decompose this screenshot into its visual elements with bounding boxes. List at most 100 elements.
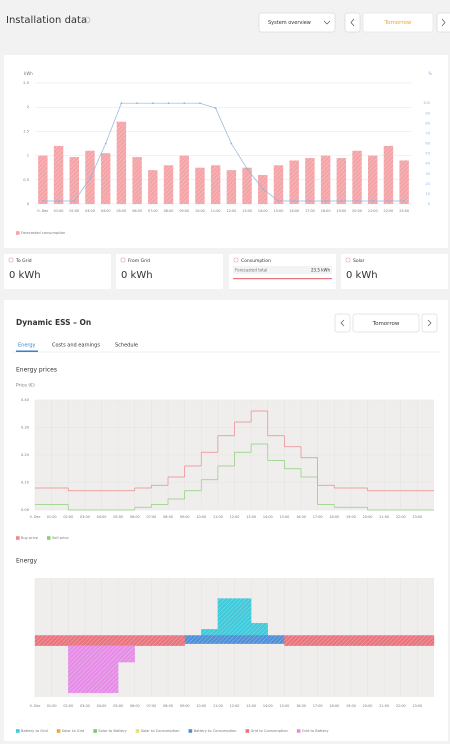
legend-label: Solar to Consumption (141, 729, 180, 733)
bar-hatch (267, 635, 285, 644)
bar-hatch (350, 635, 368, 646)
bar-hatch (210, 165, 221, 204)
bar-hatch (168, 635, 185, 646)
x-tick-label: 10:00 (196, 515, 206, 519)
x-tick-label: 05:00 (117, 209, 127, 213)
view-select-label: System overview (268, 20, 311, 26)
bar-hatch (226, 170, 237, 204)
x-tick-label: 09:00 (179, 209, 189, 213)
next-icon (427, 319, 432, 327)
x-tick-label: 08:00 (163, 515, 173, 519)
legend-swatch (56, 729, 61, 733)
x-tick-label: 20:00 (363, 515, 373, 519)
info-icon[interactable] (83, 16, 91, 24)
prev-button[interactable] (344, 12, 361, 33)
bar-hatch (367, 635, 385, 646)
point (261, 187, 264, 190)
point (104, 142, 107, 145)
bar-hatch (100, 153, 111, 204)
x-tick-label: 10:00 (196, 704, 206, 708)
legend-swatch (135, 729, 140, 733)
x-tick-label: 09:00 (180, 515, 190, 519)
point (183, 102, 186, 105)
bar-hatch (399, 160, 409, 204)
bar-hatch (234, 635, 252, 644)
tab[interactable]: Schedule (115, 343, 138, 349)
x-tick-label: 17:00 (313, 515, 323, 519)
y2-tick-label: 30 (425, 172, 430, 176)
ess-next[interactable] (421, 313, 438, 333)
axis-title: Price (€) (16, 383, 35, 389)
x-tick-label: 19:00 (346, 515, 356, 519)
x-tick-label: 07:00 (148, 209, 158, 213)
point (73, 200, 76, 202)
view-select[interactable] (258, 12, 336, 33)
x-tick-label: 12:00 (230, 515, 240, 519)
x-tick-label: 17:00 (305, 209, 315, 213)
card-icon (8, 257, 14, 263)
legend-swatch (46, 536, 51, 540)
card-title: Consumption (241, 258, 271, 264)
bar-hatch (352, 150, 362, 204)
x-tick-label: 14:00 (258, 209, 268, 213)
ess-day-button[interactable] (352, 313, 420, 333)
x-tick-label: 06:00 (130, 515, 140, 519)
x-tick-label: 02:00 (63, 704, 73, 708)
tab[interactable]: Costs and earnings (52, 343, 100, 349)
next-button[interactable] (436, 12, 450, 33)
ess-day-label: Tomorrow (372, 321, 400, 327)
x-tick-label: 11:00 (213, 704, 223, 708)
x-tick-label: 01:00 (54, 209, 64, 213)
card-note-value: 23.5 kWh (311, 268, 330, 273)
card-value: 0 kWh (9, 270, 41, 281)
y-tick-label: 2.5 (23, 81, 29, 85)
bar-hatch (284, 635, 301, 646)
day-button[interactable] (362, 12, 434, 33)
section-title: Energy (16, 558, 37, 565)
bar-hatch (201, 629, 218, 636)
bar-hatch (305, 158, 315, 204)
point (41, 200, 44, 202)
x-tick-label: 12:00 (230, 704, 240, 708)
point (403, 200, 406, 202)
bar-hatch (400, 635, 418, 646)
bar-hatch (101, 635, 119, 646)
y-tick-label: 0.10 (21, 481, 30, 485)
ess-prev[interactable] (334, 313, 351, 333)
point (293, 200, 296, 202)
bar-hatch (251, 623, 268, 636)
legend-label: Buy price (21, 536, 39, 540)
point (136, 102, 139, 105)
legend-label: Battery to Grid (21, 729, 48, 733)
point (199, 102, 201, 105)
x-tick-label: 05:00 (113, 704, 123, 708)
x-tick-label: 20:00 (363, 704, 373, 708)
x-tick-label: 03:00 (85, 209, 95, 213)
x-tick-label: 22:00 (384, 209, 394, 213)
point (387, 200, 390, 202)
y2-tick-label: 10 (425, 192, 430, 196)
x-tick-label: 0. Dec (30, 704, 41, 708)
x-tick-label: 18:00 (329, 704, 339, 708)
legend-swatch (245, 729, 250, 733)
solar-line (42, 102, 405, 202)
stat-card (341, 254, 448, 289)
tab-underline (16, 350, 38, 352)
bar-hatch (384, 635, 401, 646)
x-tick-label: 21:00 (379, 515, 389, 519)
x-tick-label: 08:00 (164, 209, 174, 213)
point (308, 200, 311, 202)
tab[interactable]: Energy (18, 343, 36, 349)
x-tick-label: 15:00 (279, 704, 289, 708)
ess-title: Dynamic ESS – On (16, 318, 91, 327)
x-tick-label: 17:00 (313, 704, 323, 708)
x-tick-label: 18:00 (321, 209, 331, 213)
legend-swatch (296, 729, 301, 733)
x-tick-label: 11:00 (213, 515, 223, 519)
x-tick-label: 02:00 (63, 515, 73, 519)
progress (233, 278, 332, 280)
x-tick-label: 02:00 (69, 209, 79, 213)
bar-hatch (317, 635, 335, 646)
legend-swatch (16, 231, 20, 235)
